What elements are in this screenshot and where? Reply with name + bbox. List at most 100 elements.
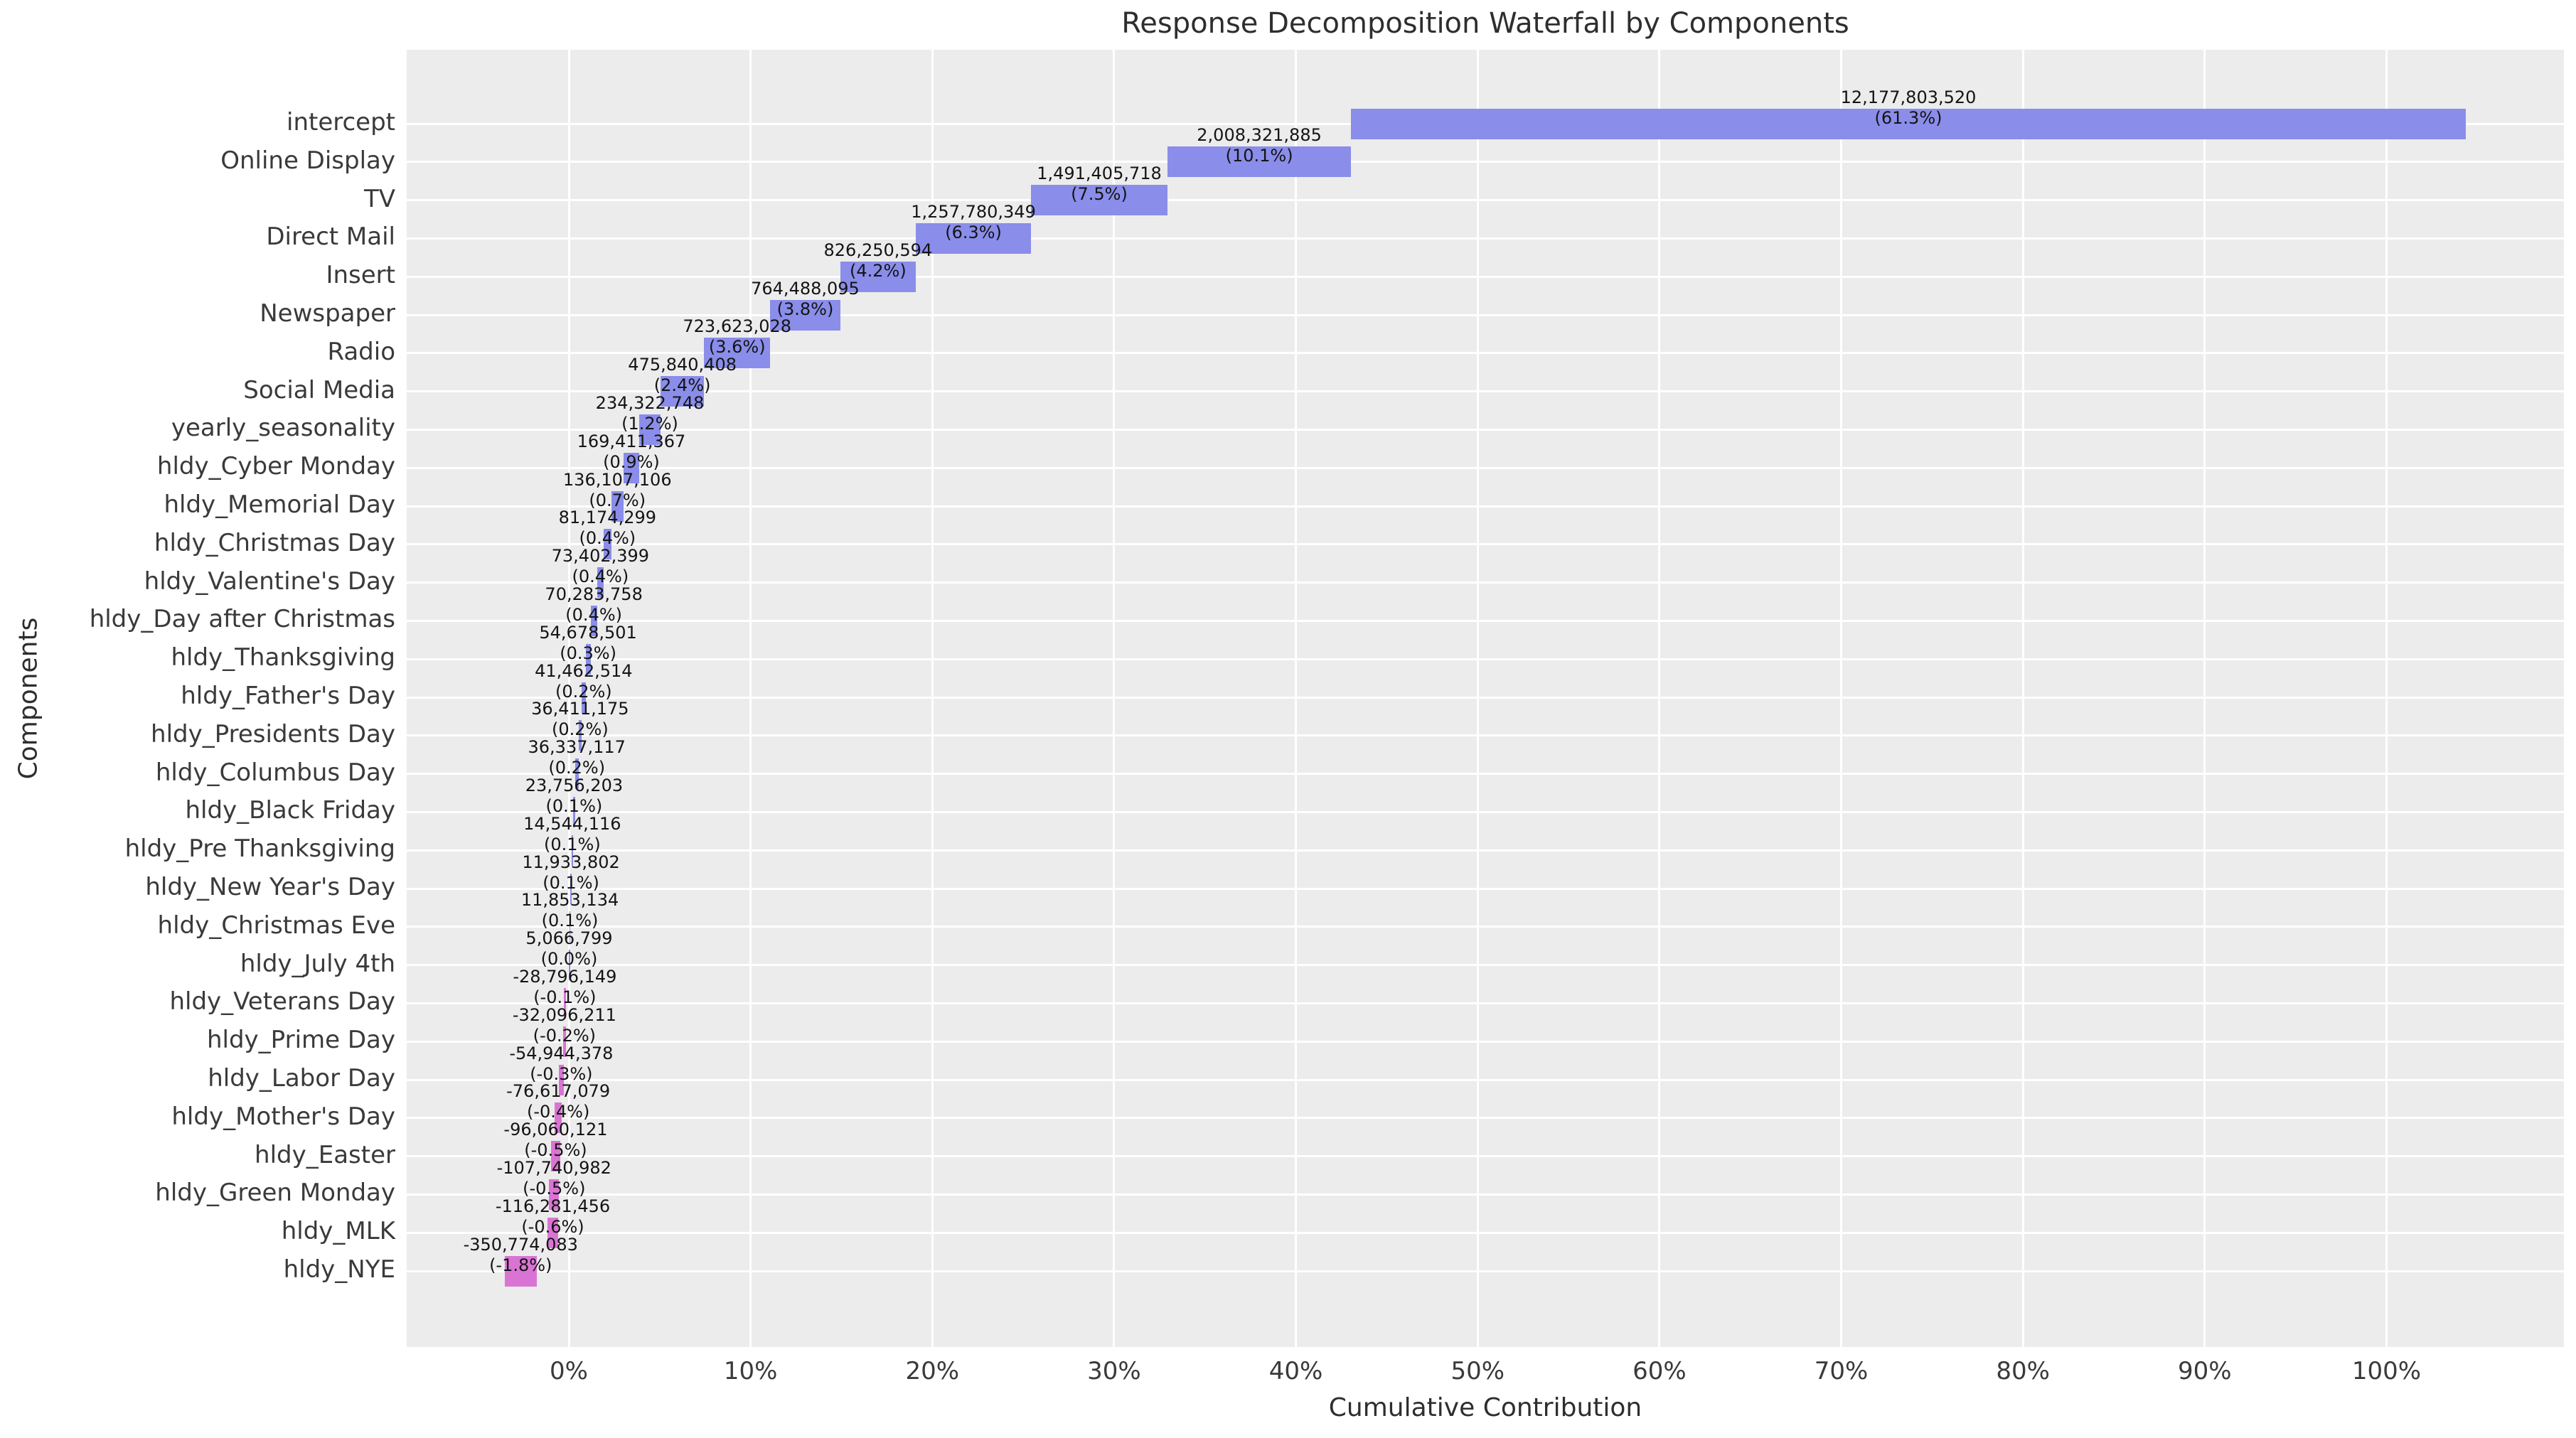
ytick-hldy-mother-s-day: hldy_Mother's Day bbox=[171, 1102, 395, 1131]
x-gridline-90 bbox=[2203, 50, 2206, 1347]
ytick-hldy-father-s-day: hldy_Father's Day bbox=[181, 682, 395, 710]
bar-newspaper bbox=[770, 299, 840, 331]
value-label-radio: 723,623,028 (3.6%) bbox=[683, 316, 792, 358]
bar-radio bbox=[704, 338, 771, 369]
value-label-hldy-july-4th: 5,066,799 (0.0%) bbox=[525, 928, 613, 970]
row-gridline-hldy-presidents-day bbox=[407, 734, 2564, 737]
row-gridline-direct-mail bbox=[407, 237, 2564, 240]
row-gridline-hldy-nye bbox=[407, 1270, 2564, 1272]
value-label-hldy-valentine-s-day: 73,402,399 (0.4%) bbox=[551, 546, 650, 587]
row-gridline-hldy-green-monday bbox=[407, 1193, 2564, 1196]
ytick-hldy-columbus-day: hldy_Columbus Day bbox=[155, 758, 395, 787]
bar-hldy-day-after-christmas bbox=[590, 605, 597, 636]
row-gridline-hldy-labor-day bbox=[407, 1078, 2564, 1081]
bar-online-display bbox=[1167, 146, 1352, 178]
value-label-direct-mail: 1,257,780,349 (6.3%) bbox=[911, 201, 1036, 242]
ytick-hldy-presidents-day: hldy_Presidents Day bbox=[151, 719, 395, 748]
value-label-social-media: 475,840,408 (2.4%) bbox=[628, 355, 737, 396]
bar-hldy-veterans-day bbox=[563, 987, 567, 1019]
bar-direct-mail bbox=[916, 222, 1032, 254]
xtick-60: 60% bbox=[1632, 1357, 1687, 1385]
value-label-hldy-green-monday: -107,740,982 (-0.5%) bbox=[496, 1157, 611, 1198]
bar-hldy-memorial-day bbox=[611, 490, 624, 522]
value-label-hldy-new-year-s-day: 11,933,802 (0.1%) bbox=[522, 852, 620, 893]
row-gridline-newspaper bbox=[407, 313, 2564, 316]
bar-hldy-labor-day bbox=[558, 1064, 564, 1095]
x-gridline-30 bbox=[1113, 50, 1116, 1347]
ytick-hldy-labor-day: hldy_Labor Day bbox=[208, 1064, 395, 1093]
bar-hldy-black-friday bbox=[572, 796, 575, 827]
bar-hldy-mlk bbox=[547, 1217, 558, 1248]
value-label-intercept: 12,177,803,520 (61.3%) bbox=[1840, 87, 1977, 128]
ytick-online-display: Online Display bbox=[220, 146, 395, 175]
bar-hldy-presidents-day bbox=[578, 720, 582, 751]
ytick-newspaper: Newspaper bbox=[260, 299, 395, 328]
bar-hldy-father-s-day bbox=[582, 682, 586, 713]
bar-hldy-green-monday bbox=[549, 1179, 560, 1210]
ytick-hldy-day-after-christmas: hldy_Day after Christmas bbox=[89, 605, 395, 634]
ytick-hldy-july-4th: hldy_July 4th bbox=[240, 949, 395, 978]
ytick-hldy-black-friday: hldy_Black Friday bbox=[185, 796, 395, 825]
value-label-hldy-presidents-day: 36,411,175 (0.2%) bbox=[531, 699, 629, 740]
bar-hldy-mother-s-day bbox=[555, 1102, 562, 1134]
row-gridline-hldy-cyber-monday bbox=[407, 466, 2564, 469]
value-label-hldy-easter: -96,060,121 (-0.5%) bbox=[503, 1120, 608, 1161]
plot-area bbox=[407, 50, 2564, 1347]
row-gridline-hldy-valentine-s-day bbox=[407, 581, 2564, 584]
ytick-hldy-green-monday: hldy_Green Monday bbox=[155, 1179, 395, 1208]
value-label-hldy-thanksgiving: 54,678,501 (0.3%) bbox=[539, 622, 637, 663]
bar-hldy-easter bbox=[551, 1141, 560, 1172]
x-gridline-50 bbox=[1476, 50, 1479, 1347]
value-label-hldy-cyber-monday: 169,411,367 (0.9%) bbox=[577, 431, 686, 472]
ytick-hldy-new-year-s-day: hldy_New Year's Day bbox=[145, 873, 395, 901]
row-gridline-hldy-easter bbox=[407, 1155, 2564, 1158]
ytick-hldy-mlk: hldy_MLK bbox=[281, 1217, 395, 1246]
ytick-hldy-memorial-day: hldy_Memorial Day bbox=[164, 490, 395, 519]
y-axis-label: Components bbox=[14, 617, 43, 780]
row-gridline-hldy-father-s-day bbox=[407, 696, 2564, 699]
value-label-hldy-mlk: -116,281,456 (-0.6%) bbox=[495, 1196, 611, 1237]
xtick-20: 20% bbox=[905, 1357, 960, 1385]
row-gridline-hldy-july-4th bbox=[407, 964, 2564, 967]
value-label-hldy-memorial-day: 136,107,106 (0.7%) bbox=[562, 469, 672, 510]
bar-social-media bbox=[661, 376, 705, 407]
ytick-social-media: Social Media bbox=[243, 375, 395, 404]
value-label-hldy-day-after-christmas: 70,283,758 (0.4%) bbox=[545, 584, 643, 625]
ytick-hldy-pre-thanksgiving: hldy_Pre Thanksgiving bbox=[124, 835, 395, 864]
value-label-newspaper: 764,488,095 (3.8%) bbox=[751, 278, 860, 319]
ytick-yearly-seasonality: yearly_seasonality bbox=[171, 414, 395, 443]
row-gridline-yearly-seasonality bbox=[407, 428, 2564, 431]
row-gridline-tv bbox=[407, 199, 2564, 202]
row-gridline-hldy-christmas-day bbox=[407, 543, 2564, 546]
row-gridline-online-display bbox=[407, 161, 2564, 163]
value-label-hldy-father-s-day: 41,462,514 (0.2%) bbox=[535, 660, 633, 702]
row-gridline-hldy-columbus-day bbox=[407, 773, 2564, 776]
bar-hldy-prime-day bbox=[562, 1026, 566, 1057]
row-gridline-hldy-pre-thanksgiving bbox=[407, 849, 2564, 852]
xtick-80: 80% bbox=[1996, 1357, 2050, 1385]
bar-hldy-columbus-day bbox=[574, 758, 579, 790]
bar-hldy-pre-thanksgiving bbox=[571, 835, 573, 866]
bar-hldy-cyber-monday bbox=[623, 452, 639, 483]
bar-intercept bbox=[1351, 108, 2466, 139]
x-gridline-70 bbox=[1840, 50, 1843, 1347]
value-label-hldy-nye: -350,774,083 (-1.8%) bbox=[463, 1234, 578, 1275]
row-gridline-hldy-black-friday bbox=[407, 810, 2564, 813]
chart-title: Response Decomposition Waterfall by Comp… bbox=[1121, 7, 1849, 40]
ytick-radio: Radio bbox=[327, 337, 395, 366]
row-gridline-hldy-memorial-day bbox=[407, 505, 2564, 508]
value-label-yearly-seasonality: 234,322,748 (1.2%) bbox=[595, 392, 705, 434]
ytick-hldy-prime-day: hldy_Prime Day bbox=[206, 1026, 395, 1055]
value-label-hldy-christmas-day: 81,174,299 (0.4%) bbox=[558, 508, 657, 549]
ytick-direct-mail: Direct Mail bbox=[266, 222, 395, 252]
bar-hldy-christmas-eve bbox=[569, 911, 571, 943]
value-label-tv: 1,491,405,718 (7.5%) bbox=[1037, 163, 1162, 205]
row-gridline-insert bbox=[407, 275, 2564, 278]
x-gridline-80 bbox=[2021, 50, 2024, 1347]
ytick-intercept: intercept bbox=[287, 108, 395, 136]
bar-hldy-thanksgiving bbox=[585, 643, 591, 675]
row-gridline-hldy-christmas-eve bbox=[407, 925, 2564, 928]
value-label-hldy-prime-day: -32,096,211 (-0.2%) bbox=[512, 1004, 616, 1046]
xtick-70: 70% bbox=[1814, 1357, 1869, 1385]
